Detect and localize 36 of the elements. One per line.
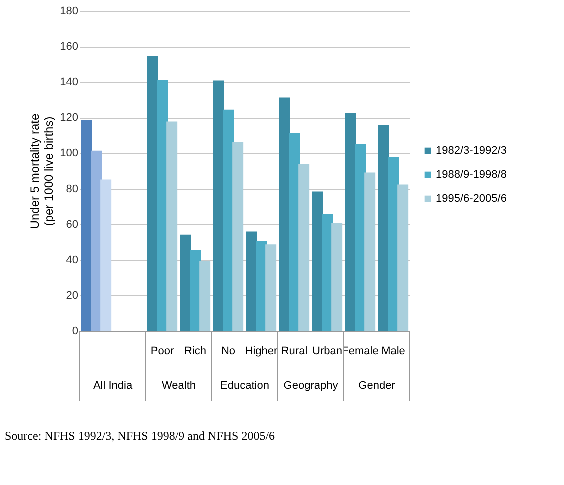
y-tick-label: 120 — [60, 112, 78, 124]
bar — [298, 164, 310, 331]
x-tick-label: Poor — [150, 346, 174, 358]
x-tick-label: Male — [382, 346, 406, 358]
legend-label: 1982/3-1992/3 — [436, 145, 507, 157]
y-tick-label: 40 — [66, 254, 78, 266]
y-tick-label: 160 — [60, 41, 78, 54]
bar — [200, 260, 211, 331]
y-tick-label: 20 — [66, 290, 78, 302]
x-tick-label: Urban — [312, 346, 342, 358]
y-tick-label: 100 — [60, 148, 78, 160]
bar — [332, 223, 343, 331]
text: All India — [93, 380, 134, 392]
y-tick-label: 60 — [66, 218, 78, 231]
x-tick-label: No — [221, 346, 236, 358]
y-tick-label: 0 — [72, 326, 78, 338]
text: Geography — [284, 380, 339, 392]
legend-label: 1995/6-2005/6 — [436, 193, 507, 205]
x-tick-label: Higher — [245, 346, 278, 358]
y-tick-label: 80 — [66, 183, 78, 196]
text: Gender — [358, 380, 396, 392]
bar — [266, 244, 277, 331]
x-tick-label: Rich — [184, 346, 207, 358]
y-tick-label: 180 — [60, 6, 78, 18]
text: Wealth — [162, 380, 196, 392]
y-tick-label: 140 — [60, 76, 78, 89]
bar — [364, 172, 376, 331]
y-axis-title: Under 5 mortality rate (per 1000 live births) — [28, 113, 56, 230]
bar — [100, 180, 112, 331]
x-tick-label: Rural — [281, 346, 308, 358]
source-note: Source: NFHS 1992/3, NFHS 1998/9 and NFHS 2005/6 — [5, 429, 276, 443]
bar — [166, 122, 178, 331]
bar — [232, 142, 244, 331]
bar — [398, 184, 409, 331]
text: Education — [220, 380, 270, 392]
legend-label: 1988/9-1998/8 — [436, 169, 507, 181]
